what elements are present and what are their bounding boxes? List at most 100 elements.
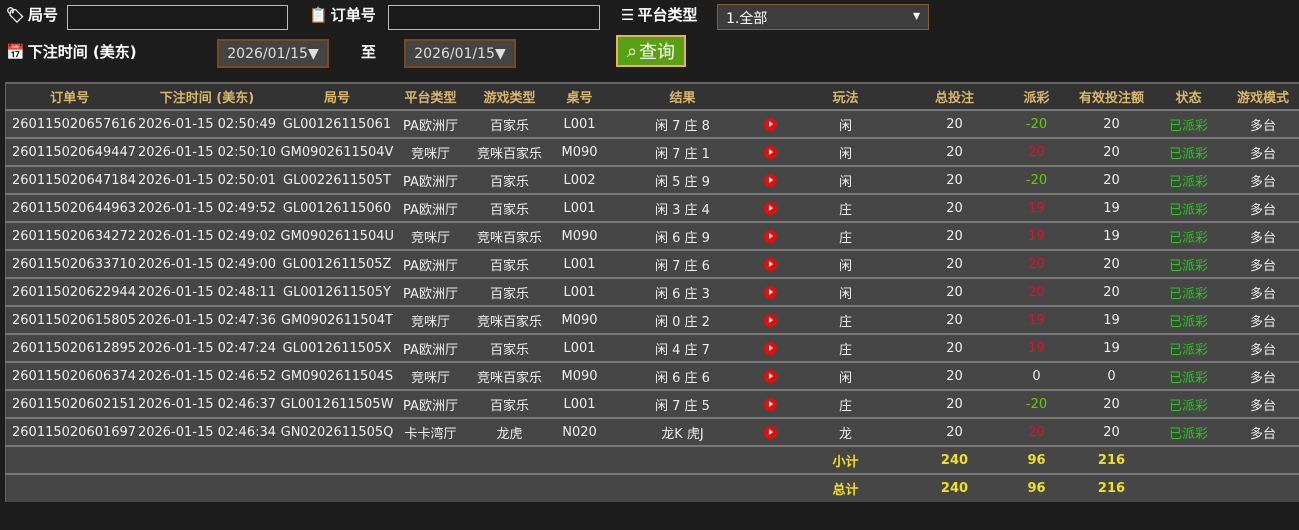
table-id-cell: L001	[551, 249, 608, 278]
play-video-icon[interactable]	[763, 313, 777, 327]
payout-cell: -20	[1000, 389, 1073, 418]
table-id-cell: M090	[551, 361, 608, 390]
replay-cell	[757, 305, 783, 334]
payout-cell: 19	[1000, 193, 1073, 222]
game-type-cell: 百家乐	[467, 277, 552, 306]
play-video-icon[interactable]	[763, 369, 777, 383]
round-id-cell: GL00126115061	[280, 109, 394, 138]
replay-cell	[757, 417, 783, 446]
play-mode-cell: 庄	[782, 193, 909, 222]
round-id-cell: GL0022611505T	[280, 165, 394, 194]
date-from-select[interactable]: 2026/01/15▼	[217, 39, 329, 68]
order-input[interactable]	[388, 5, 600, 30]
platform-cell: PA欧洲厅	[393, 165, 468, 194]
table-id-cell: L002	[551, 165, 608, 194]
total-valid-bet: 216	[1072, 473, 1151, 502]
table-id-cell: L001	[551, 109, 608, 138]
payout-cell: 19	[1000, 333, 1073, 362]
round-id-cell: GN0202611505Q	[280, 417, 394, 446]
result-cell: 闲 6 庄 6	[607, 361, 758, 390]
play-mode-cell: 闲	[782, 165, 909, 194]
valid-bet-cell: 20	[1072, 165, 1151, 194]
result-cell: 闲 7 庄 6	[607, 249, 758, 278]
valid-bet-cell: 0	[1072, 361, 1151, 390]
column-header: 结果	[607, 83, 758, 110]
play-video-icon[interactable]	[763, 173, 777, 187]
play-video-icon[interactable]	[763, 257, 777, 271]
valid-bet-cell: 19	[1072, 305, 1151, 334]
round-label: 🏷 局号	[6, 5, 59, 25]
total-bet-cell: 20	[908, 109, 1001, 138]
platform-cell: 竞咪厅	[393, 221, 468, 250]
total-bet-cell: 20	[908, 305, 1001, 334]
result-cell: 闲 5 庄 9	[607, 165, 758, 194]
round-input[interactable]	[67, 5, 288, 30]
empty-cell	[1150, 445, 1299, 474]
total-bet-cell: 20	[908, 249, 1001, 278]
order-id-cell: 260115020622944	[5, 277, 136, 306]
round-id-cell: GL00126115060	[280, 193, 394, 222]
column-header: 游戏类型	[467, 83, 552, 110]
play-video-icon[interactable]	[763, 285, 777, 299]
table-row: 260115020606374 2026-01-15 02:46:52 GM0902…	[5, 361, 1299, 390]
total-bet-cell: 20	[908, 165, 1001, 194]
platform-cell: 竞咪厅	[393, 305, 468, 334]
table-row: 260115020601697 2026-01-15 02:46:34 GN0202…	[5, 417, 1299, 446]
status-cell: 已派彩	[1150, 277, 1227, 306]
date-to-select[interactable]: 2026/01/15▼	[404, 39, 516, 68]
play-video-icon[interactable]	[763, 341, 777, 355]
game-type-cell: 百家乐	[467, 249, 552, 278]
query-button[interactable]: ⌕ 查询	[616, 35, 686, 67]
round-id-cell: GL0012611505W	[280, 389, 394, 418]
play-video-icon[interactable]	[763, 145, 777, 159]
platform-cell: PA欧洲厅	[393, 277, 468, 306]
bet-time-cell: 2026-01-15 02:49:52	[133, 193, 281, 222]
column-header: 局号	[280, 83, 394, 110]
valid-bet-cell: 20	[1072, 109, 1151, 138]
total-bet-cell: 20	[908, 417, 1001, 446]
replay-cell	[757, 333, 783, 362]
table-row: 260115020615805 2026-01-15 02:47:36 GM0902…	[5, 305, 1299, 334]
valid-bet-cell: 20	[1072, 249, 1151, 278]
order-id-cell: 260115020634272	[5, 221, 136, 250]
total-payout: 96	[1000, 473, 1073, 502]
tag-icon: 🏷	[6, 5, 26, 24]
play-mode-cell: 闲	[782, 277, 909, 306]
game-mode-cell: 多台	[1226, 417, 1299, 446]
table-row: 260115020633710 2026-01-15 02:49:00 GL0012…	[5, 249, 1299, 278]
play-mode-cell: 庄	[782, 389, 909, 418]
game-type-cell: 龙虎	[467, 417, 552, 446]
valid-bet-cell: 20	[1072, 277, 1151, 306]
platform-select[interactable]: 1.全部 ▾	[717, 4, 929, 30]
game-mode-cell: 多台	[1226, 305, 1299, 334]
play-video-icon[interactable]	[763, 229, 777, 243]
play-mode-cell: 龙	[782, 417, 909, 446]
play-video-icon[interactable]	[763, 397, 777, 411]
result-cell: 闲 0 庄 2	[607, 305, 758, 334]
play-video-icon[interactable]	[763, 201, 777, 215]
order-label: 📋 订单号	[309, 5, 376, 25]
column-header: 订单号	[5, 83, 134, 110]
payout-cell: 20	[1000, 137, 1073, 166]
order-id-cell: 260115020602151	[5, 389, 136, 418]
round-id-cell: GM0902611504T	[280, 305, 394, 334]
bet-time-cell: 2026-01-15 02:47:24	[133, 333, 281, 362]
replay-cell	[757, 221, 783, 250]
valid-bet-cell: 20	[1072, 137, 1151, 166]
platform-cell: PA欧洲厅	[393, 249, 468, 278]
game-type-cell: 百家乐	[467, 165, 552, 194]
play-mode-cell: 庄	[782, 305, 909, 334]
total-bet-cell: 20	[908, 277, 1001, 306]
payout-cell: -20	[1000, 109, 1073, 138]
table-row: 260115020647184 2026-01-15 02:50:01 GL0022…	[5, 165, 1299, 194]
game-type-cell: 竞咪百家乐	[467, 137, 552, 166]
payout-cell: 20	[1000, 417, 1073, 446]
game-mode-cell: 多台	[1226, 109, 1299, 138]
play-video-icon[interactable]	[763, 117, 777, 131]
status-cell: 已派彩	[1150, 361, 1227, 390]
valid-bet-cell: 19	[1072, 333, 1151, 362]
play-video-icon[interactable]	[763, 425, 777, 439]
table-id-cell: L001	[551, 333, 608, 362]
column-header: 桌号	[551, 83, 608, 110]
column-header: 平台类型	[393, 83, 468, 110]
